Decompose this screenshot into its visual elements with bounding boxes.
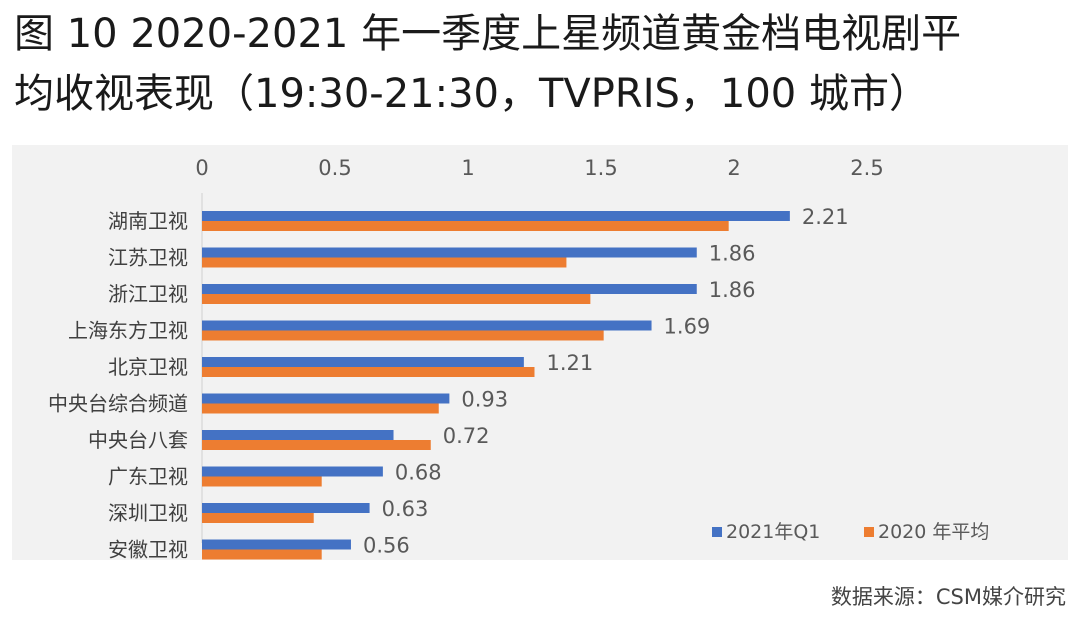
bar-2021-q1 xyxy=(202,503,370,513)
data-label: 0.72 xyxy=(443,424,490,448)
bar-2020-avg xyxy=(202,403,439,414)
bar-2021-q1 xyxy=(202,539,351,550)
legend-swatch-2021-q1 xyxy=(712,527,722,537)
x-tick-label: 0 xyxy=(195,156,208,180)
x-tick-label: 2.5 xyxy=(850,156,883,180)
data-label: 2.21 xyxy=(802,205,849,229)
data-label: 0.63 xyxy=(382,497,429,521)
bar-2021-q1 xyxy=(202,430,394,440)
category-label: 安徽卫视 xyxy=(108,538,188,561)
category-label: 湖南卫视 xyxy=(108,209,188,233)
category-label: 中央台综合频道 xyxy=(48,392,188,416)
category-label: 广东卫视 xyxy=(108,465,188,489)
chart-title: 图 10 2020-2021 年一季度上星频道黄金档电视剧平 均收视表现（19:… xyxy=(14,4,1074,124)
bar-2020-avg xyxy=(202,221,729,231)
bar-2021-q1 xyxy=(202,357,524,367)
data-label: 0.68 xyxy=(395,461,442,485)
bar-2021-q1 xyxy=(202,466,383,477)
bar-2020-avg xyxy=(202,257,567,268)
category-label: 中央台八套 xyxy=(88,428,188,452)
chart-title-line2: 均收视表现（19:30-21:30，TVPRIS，100 城市） xyxy=(14,71,929,117)
bar-2021-q1 xyxy=(202,393,450,404)
bar-2021-q1 xyxy=(202,211,790,221)
bar-2021-q1 xyxy=(202,247,697,258)
bar-2021-q1 xyxy=(202,320,652,331)
category-label: 浙江卫视 xyxy=(108,282,188,306)
bar-chart: 0 0.5 1 1.5 2 2.5 湖南卫视 2.21 江苏卫视 1.86 浙江卫视 1.86 上海东方… xyxy=(48,156,989,561)
data-label: 1.86 xyxy=(709,278,756,302)
bar-2020-avg xyxy=(202,476,322,487)
legend-label-2021-q1: 2021年Q1 xyxy=(726,521,820,543)
data-label: 0.56 xyxy=(363,534,410,558)
category-label: 江苏卫视 xyxy=(108,246,188,270)
data-label: 1.69 xyxy=(664,315,711,339)
x-tick-label: 0.5 xyxy=(318,156,351,180)
data-label: 1.21 xyxy=(547,351,594,375)
chart-title-line1: 图 10 2020-2021 年一季度上星频道黄金档电视剧平 xyxy=(14,11,962,57)
chart-area: 0 0.5 1 1.5 2 2.5 湖南卫视 2.21 江苏卫视 1.86 浙江卫视 1.86 上海东方… xyxy=(12,145,1068,560)
bar-2020-avg xyxy=(202,294,591,304)
data-label: 0.93 xyxy=(461,388,508,412)
x-tick-label: 1 xyxy=(461,156,474,180)
x-tick-label: 2 xyxy=(727,156,740,180)
bar-2020-avg xyxy=(202,440,431,450)
legend-swatch-2020-avg xyxy=(864,527,874,537)
bar-2020-avg xyxy=(202,367,535,377)
bar-2020-avg xyxy=(202,513,314,523)
bar-2020-avg xyxy=(202,330,604,341)
legend-label-2020-avg: 2020 年平均 xyxy=(878,521,989,543)
category-label: 北京卫视 xyxy=(108,355,188,379)
category-label: 深圳卫视 xyxy=(108,501,188,525)
x-tick-label: 1.5 xyxy=(584,156,617,180)
bar-2020-avg xyxy=(202,549,322,560)
data-label: 1.86 xyxy=(709,242,756,266)
category-label: 上海东方卫视 xyxy=(68,319,188,343)
source-note: 数据来源：CSM媒介研究 xyxy=(830,585,1066,609)
bar-2021-q1 xyxy=(202,284,697,294)
